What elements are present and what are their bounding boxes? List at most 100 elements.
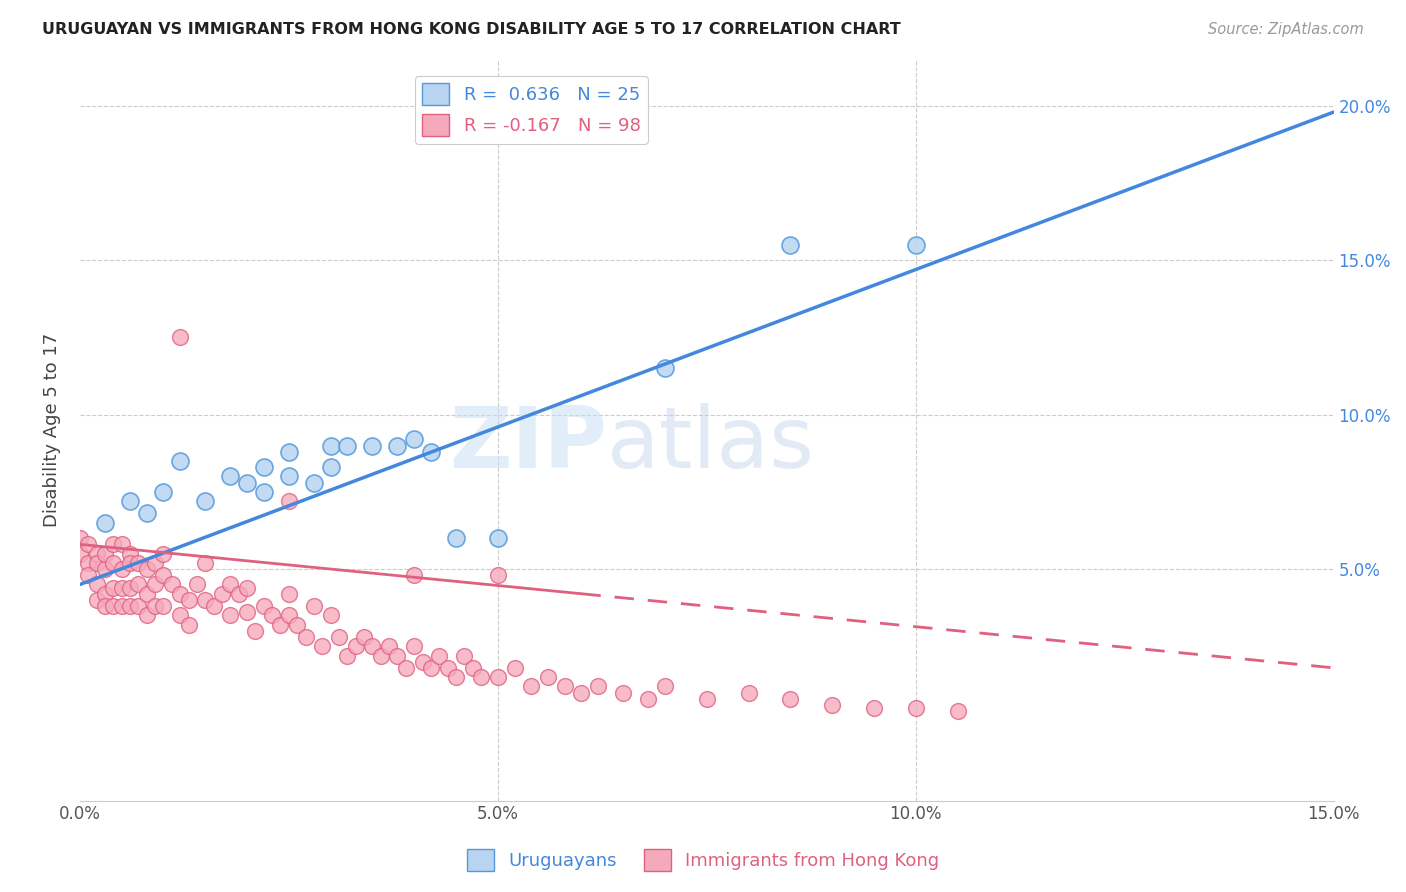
Point bbox=[219, 577, 242, 591]
Point bbox=[277, 444, 299, 458]
Point bbox=[336, 648, 359, 663]
Point bbox=[177, 617, 200, 632]
Point bbox=[152, 568, 174, 582]
Point bbox=[863, 701, 886, 715]
Y-axis label: Disability Age 5 to 17: Disability Age 5 to 17 bbox=[44, 333, 60, 527]
Point bbox=[118, 556, 141, 570]
Point bbox=[69, 547, 91, 561]
Point bbox=[103, 537, 125, 551]
Point bbox=[143, 577, 166, 591]
Point bbox=[569, 685, 592, 699]
Point bbox=[302, 599, 325, 613]
Point bbox=[169, 608, 191, 623]
Point bbox=[253, 484, 276, 499]
Point bbox=[486, 531, 509, 545]
Text: ZIP: ZIP bbox=[449, 403, 606, 486]
Point bbox=[612, 685, 634, 699]
Point bbox=[361, 438, 384, 452]
Point bbox=[152, 484, 174, 499]
Point bbox=[236, 581, 259, 595]
Point bbox=[194, 556, 217, 570]
Point bbox=[486, 670, 509, 684]
Point bbox=[177, 593, 200, 607]
Point bbox=[127, 556, 149, 570]
Point bbox=[211, 587, 233, 601]
Point bbox=[946, 704, 969, 718]
Point bbox=[554, 679, 576, 693]
Point bbox=[143, 556, 166, 570]
Point bbox=[228, 587, 250, 601]
Point bbox=[328, 630, 350, 644]
Point bbox=[269, 617, 291, 632]
Point bbox=[370, 648, 392, 663]
Point bbox=[387, 438, 409, 452]
Point bbox=[904, 238, 927, 252]
Point bbox=[253, 599, 276, 613]
Point bbox=[294, 630, 316, 644]
Point bbox=[135, 587, 157, 601]
Point bbox=[202, 599, 225, 613]
Point bbox=[404, 433, 426, 447]
Point bbox=[737, 685, 759, 699]
Point bbox=[103, 599, 125, 613]
Point bbox=[378, 639, 401, 653]
Point bbox=[637, 691, 659, 706]
Point bbox=[821, 698, 844, 712]
Point bbox=[86, 593, 108, 607]
Point bbox=[412, 655, 434, 669]
Point bbox=[395, 661, 418, 675]
Text: URUGUAYAN VS IMMIGRANTS FROM HONG KONG DISABILITY AGE 5 TO 17 CORRELATION CHART: URUGUAYAN VS IMMIGRANTS FROM HONG KONG D… bbox=[42, 22, 901, 37]
Point bbox=[186, 577, 208, 591]
Point bbox=[253, 460, 276, 475]
Point bbox=[353, 630, 375, 644]
Point bbox=[194, 593, 217, 607]
Point bbox=[453, 648, 475, 663]
Point bbox=[302, 475, 325, 490]
Point bbox=[361, 639, 384, 653]
Point bbox=[654, 361, 676, 376]
Point bbox=[311, 639, 333, 653]
Point bbox=[236, 475, 259, 490]
Point bbox=[111, 562, 134, 576]
Point bbox=[696, 691, 718, 706]
Point bbox=[779, 238, 801, 252]
Point bbox=[344, 639, 367, 653]
Point bbox=[111, 537, 134, 551]
Point bbox=[236, 605, 259, 619]
Point bbox=[94, 562, 117, 576]
Point bbox=[277, 608, 299, 623]
Point bbox=[169, 454, 191, 468]
Point bbox=[419, 444, 441, 458]
Point bbox=[127, 599, 149, 613]
Point bbox=[277, 494, 299, 508]
Point bbox=[520, 679, 543, 693]
Point bbox=[103, 581, 125, 595]
Point bbox=[262, 608, 284, 623]
Text: Source: ZipAtlas.com: Source: ZipAtlas.com bbox=[1208, 22, 1364, 37]
Point bbox=[444, 531, 467, 545]
Point bbox=[219, 469, 242, 483]
Point bbox=[319, 438, 342, 452]
Point bbox=[586, 679, 609, 693]
Point bbox=[387, 648, 409, 663]
Point bbox=[94, 599, 117, 613]
Point bbox=[135, 507, 157, 521]
Point bbox=[86, 556, 108, 570]
Point bbox=[285, 617, 308, 632]
Point bbox=[94, 547, 117, 561]
Point bbox=[319, 608, 342, 623]
Point bbox=[127, 577, 149, 591]
Point bbox=[118, 547, 141, 561]
Point bbox=[118, 581, 141, 595]
Point bbox=[486, 568, 509, 582]
Point bbox=[118, 494, 141, 508]
Point bbox=[152, 599, 174, 613]
Point bbox=[94, 516, 117, 530]
Point bbox=[77, 556, 100, 570]
Point bbox=[427, 648, 450, 663]
Point bbox=[779, 691, 801, 706]
Point bbox=[160, 577, 183, 591]
Legend: Uruguayans, Immigrants from Hong Kong: Uruguayans, Immigrants from Hong Kong bbox=[460, 842, 946, 879]
Point bbox=[436, 661, 458, 675]
Point bbox=[277, 587, 299, 601]
